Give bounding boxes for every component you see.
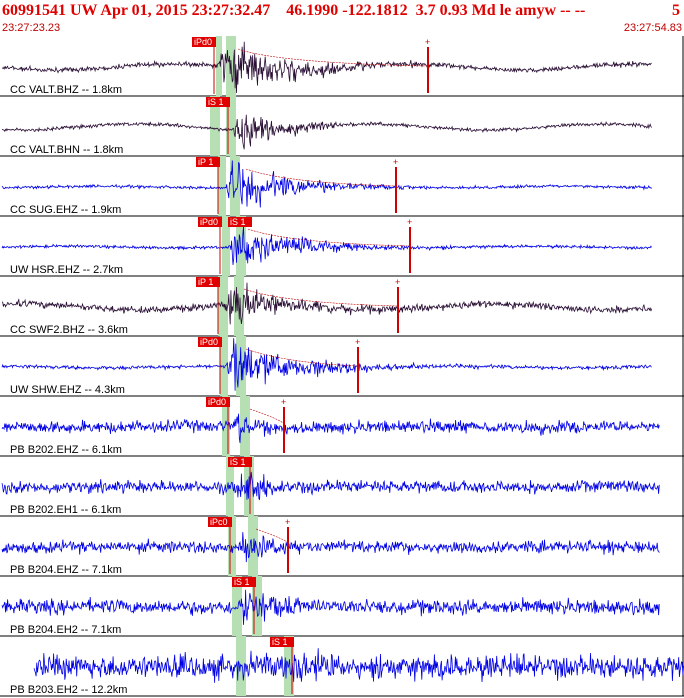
station-label: UW HSR.EHZ -- 2.7km (10, 264, 123, 276)
waveform (1, 160, 652, 208)
trace-row-6: + iPd0 UW SHW.EHZ -- 4.3km (0, 336, 684, 397)
pick-label: iS 1 (230, 457, 246, 467)
window-band (226, 96, 236, 156)
pick-box (196, 277, 220, 287)
coda-curve (237, 48, 429, 67)
window-band (220, 336, 228, 396)
window-band (218, 156, 226, 216)
pick-box (208, 517, 232, 527)
trace-row-9: + iPc0 PB B204.EHZ -- 7.1km (0, 516, 684, 577)
pick-label: iPd0 (200, 337, 218, 347)
station-label: PB B204.EH2 -- 7.1km (10, 624, 121, 636)
station-label: PB B204.EHZ -- 7.1km (10, 564, 122, 576)
station-label: PB B202.EH1 -- 6.1km (10, 504, 121, 516)
waveform (1, 589, 660, 625)
trace-row-10: iS 1 PB B204.EH2 -- 7.1km (0, 576, 684, 637)
coda-curve (255, 528, 290, 547)
coda-curve (245, 168, 397, 187)
window-band (222, 396, 230, 456)
pick-label: iPc0 (210, 517, 228, 527)
station-label: UW SHW.EHZ -- 4.3km (10, 384, 125, 396)
window-band (210, 96, 220, 156)
pick-secondary-box (228, 217, 252, 227)
pick-label: iP 1 (198, 157, 213, 167)
event-title: 60991541 UW Apr 01, 2015 23:27:32.47 46.… (2, 2, 586, 19)
waveform (1, 413, 660, 444)
trace-row-7: + iPd0 PB B202.EHZ -- 6.1km (0, 396, 684, 457)
amplitude-plus: + (407, 217, 412, 227)
window-band (248, 516, 258, 576)
page-number: 5 (672, 2, 680, 19)
pick-box (270, 637, 294, 647)
waveform (1, 226, 652, 265)
trace-row-4: + iPd0 iS 1 UW HSR.EHZ -- 2.7km (0, 216, 684, 277)
amplitude-plus: + (355, 337, 360, 347)
coda-curve (243, 288, 399, 307)
amplitude-plus: + (285, 517, 290, 527)
window-band (240, 396, 250, 456)
pick-box (196, 157, 220, 167)
pick-box (206, 397, 230, 407)
pick-secondary-label: iS 1 (230, 217, 246, 227)
station-label: CC SWF2.BHZ -- 3.6km (10, 324, 128, 336)
station-label: PB B202.EHZ -- 6.1km (10, 444, 122, 456)
pick-label: iS 1 (208, 97, 224, 107)
window-band (222, 216, 230, 276)
waveform (1, 532, 660, 563)
amplitude-plus: + (425, 37, 430, 47)
coda-curve (245, 348, 359, 367)
waveform (1, 282, 652, 325)
station-label: PB B203.EH2 -- 12.2km (10, 684, 127, 696)
pick-label: iS 1 (272, 637, 288, 647)
end-time: 23:27:54.83 (623, 22, 682, 34)
event-header: 60991541 UW Apr 01, 2015 23:27:32.47 46.… (0, 0, 684, 36)
amplitude-plus: + (393, 157, 398, 167)
amplitude-plus: + (395, 277, 400, 287)
pick-box (232, 577, 256, 587)
pick-label: iPd0 (200, 217, 218, 227)
pick-box (198, 217, 222, 227)
start-time: 23:27:23.23 (2, 22, 61, 34)
waveform (1, 114, 652, 150)
trace-row-5: + iP 1 CC SWF2.BHZ -- 3.6km (0, 276, 684, 337)
seismogram-panel: + iPd0 CC VALT.BHZ -- 1.8km iS 1 CC VALT.BHN… (0, 36, 684, 697)
pick-box (206, 97, 230, 107)
pick-label: iP 1 (198, 277, 213, 287)
station-label: CC VALT.BHN -- 1.8km (10, 144, 123, 156)
window-band (236, 216, 246, 276)
window-band (284, 636, 294, 696)
pick-label: iPd0 (194, 37, 212, 47)
trace-row-8: iS 1 PB B202.EH1 -- 6.1km (0, 456, 684, 517)
pick-box (192, 37, 216, 47)
waveform (33, 648, 684, 683)
trace-row-2: iS 1 CC VALT.BHN -- 1.8km (0, 96, 684, 157)
station-label: CC VALT.BHZ -- 1.8km (10, 84, 122, 96)
pick-box (228, 457, 252, 467)
amplitude-plus: + (281, 397, 286, 407)
coda-curve (247, 228, 411, 247)
trace-row-11: iS 1 PB B203.EH2 -- 12.2km (0, 636, 684, 697)
window-band (216, 36, 222, 96)
pick-label: iS 1 (234, 577, 250, 587)
trace-row-1: + iPd0 CC VALT.BHZ -- 1.8km (0, 36, 684, 97)
waveform (1, 338, 652, 391)
waveform (1, 41, 652, 94)
trace-row-3: + iP 1 CC SUG.EHZ -- 1.9km (0, 156, 684, 217)
station-label: CC SUG.EHZ -- 1.9km (10, 204, 121, 216)
window-band (232, 576, 242, 636)
window-band (230, 156, 240, 216)
pick-box (198, 337, 222, 347)
pick-label: iPd0 (208, 397, 226, 407)
waveform (1, 471, 660, 501)
